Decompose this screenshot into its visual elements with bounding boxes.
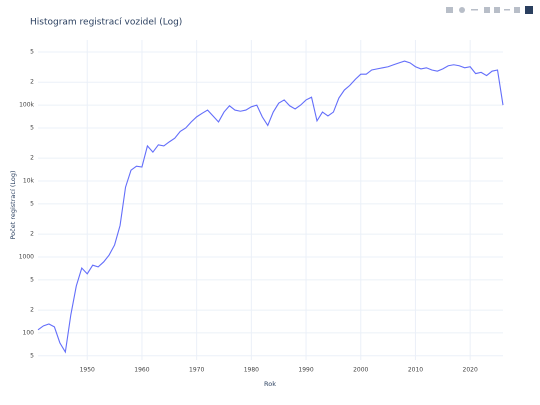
y-tick-label: 100	[23, 329, 35, 336]
x-tick-label: 2020	[463, 367, 478, 374]
plotly-logo[interactable]	[525, 6, 533, 14]
reset-icon[interactable]	[514, 7, 520, 13]
zoom-out-icon[interactable]	[494, 7, 500, 13]
pan-icon[interactable]	[471, 9, 478, 11]
camera-icon[interactable]	[446, 7, 453, 13]
y-tick-label: 5	[30, 124, 34, 131]
data-line	[37, 60, 504, 354]
y-tick-label: 2	[30, 155, 34, 162]
modebar[interactable]	[446, 6, 533, 14]
autoscale-icon[interactable]	[504, 9, 510, 11]
y-tick-label: 5	[30, 49, 34, 56]
x-tick-label: 2000	[353, 367, 368, 374]
y-tick-label: 2	[30, 79, 34, 86]
x-tick-label: 2010	[408, 367, 423, 374]
x-tick-label: 1950	[80, 367, 95, 374]
y-tick-label: 2	[30, 307, 34, 314]
y-tick-label: 5	[30, 276, 34, 283]
x-tick-label: 1970	[189, 367, 204, 374]
y-tick-label: 1000	[19, 253, 34, 260]
y-tick-label: 2	[30, 231, 34, 238]
y-axis-title: Počet registrací (Log)	[9, 170, 17, 239]
zoom-in-icon[interactable]	[484, 7, 490, 13]
y-tick-label: 5	[30, 352, 34, 359]
chart-title: Histogram registrací vozidel (Log)	[30, 18, 182, 28]
x-tick-label: 1990	[298, 367, 313, 374]
y-tick-label: 100k	[19, 102, 34, 109]
y-tick-label: 5	[30, 200, 34, 207]
x-tick-label: 1980	[244, 367, 259, 374]
x-tick-label: 1960	[134, 367, 149, 374]
zoom-icon[interactable]	[459, 7, 465, 13]
y-tick-label: 10k	[23, 178, 35, 185]
x-axis-title: Rok	[264, 380, 276, 388]
